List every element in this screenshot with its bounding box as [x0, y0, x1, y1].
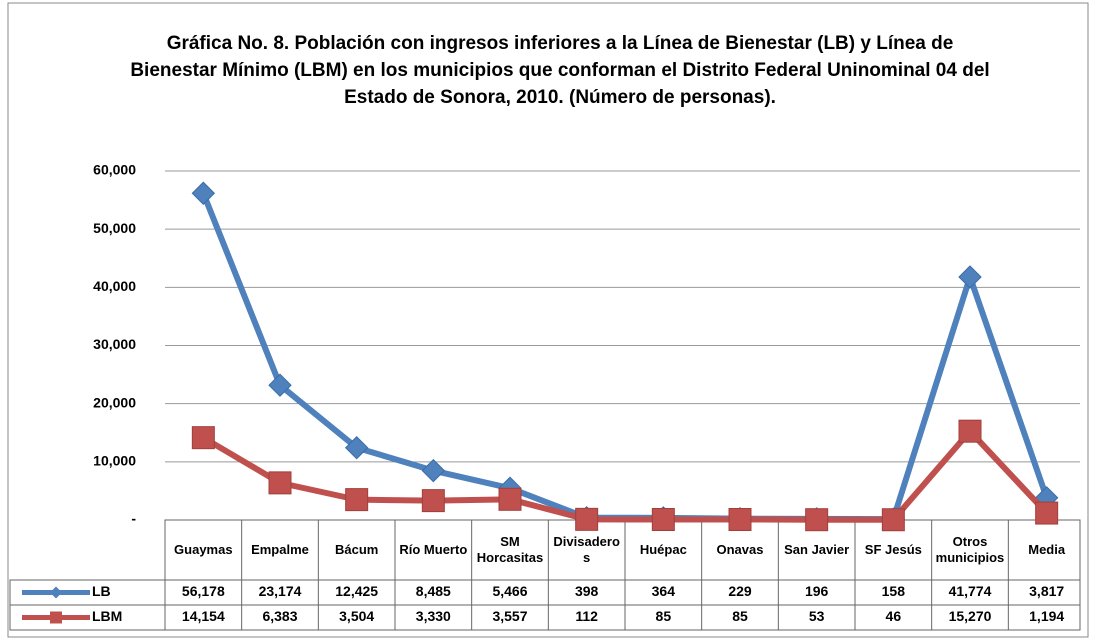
- marker: [191, 181, 216, 205]
- table-value: 6,383: [262, 608, 297, 624]
- marker: [344, 436, 369, 460]
- marker: [498, 487, 522, 511]
- table-value: 53: [809, 608, 825, 624]
- table-value: 8,485: [416, 583, 451, 599]
- category-cell: Guaymas: [174, 542, 233, 557]
- x-tick-label: SF Jesús: [864, 542, 922, 557]
- table-value: 112: [575, 608, 598, 624]
- legend-marker: [50, 586, 62, 599]
- category-cell: SM Horcasitas: [476, 534, 544, 565]
- legend-marker: [50, 611, 62, 624]
- table-value: 15,270: [949, 608, 992, 624]
- table-value: 5,466: [492, 583, 527, 599]
- table-value: 3,817: [1029, 583, 1064, 599]
- table-value: 46: [886, 608, 902, 624]
- category-cell: Divisaderos: [553, 534, 620, 565]
- table-value: 158: [882, 583, 906, 599]
- marker: [421, 489, 445, 513]
- x-tick-label: Empalme: [251, 542, 309, 557]
- table-value: 41,774: [949, 583, 992, 599]
- table-value: 196: [805, 583, 829, 599]
- category-cell: San Javier: [784, 542, 850, 557]
- y-tick-label: 20,000: [93, 394, 136, 410]
- table-value: 364: [652, 583, 676, 599]
- x-tick-label: San Javier: [784, 542, 850, 557]
- marker: [421, 458, 446, 483]
- x-tick-label: Guaymas: [174, 542, 233, 557]
- category-cell: Huépac: [639, 542, 687, 557]
- y-tick-label: 50,000: [93, 220, 136, 236]
- table-value: 229: [728, 583, 752, 599]
- y-tick-label: 30,000: [93, 336, 136, 352]
- marker: [268, 471, 292, 495]
- y-tick-label: -: [131, 511, 136, 527]
- y-tick-label: 40,000: [93, 278, 136, 294]
- category-cell: Río Muerto: [399, 542, 468, 557]
- table-value: 85: [656, 608, 672, 624]
- table-value: 14,154: [182, 608, 225, 624]
- table-value: 398: [575, 583, 599, 599]
- marker: [268, 373, 292, 397]
- category-cell: SF Jesús: [864, 542, 922, 557]
- x-tick-label: Huépac: [639, 542, 687, 557]
- x-tick-label: Río Muerto: [399, 542, 468, 557]
- marker: [881, 508, 905, 532]
- x-tick-label: Onavas: [716, 542, 764, 557]
- category-cell: Bácum: [334, 542, 379, 557]
- category-cell: Media: [1028, 542, 1066, 557]
- category-cell: Otros municipios: [935, 534, 1005, 565]
- x-tick-label: Media: [1028, 542, 1066, 557]
- legend-label: LB: [92, 583, 111, 599]
- table-value: 3,557: [492, 608, 527, 624]
- table-value: 56,178: [182, 583, 225, 599]
- table-value: 85: [732, 608, 748, 624]
- x-tick-label: SM Horcasitas: [476, 534, 544, 565]
- marker: [191, 426, 215, 450]
- marker: [805, 508, 829, 532]
- y-tick-label: 10,000: [93, 453, 136, 469]
- y-tick-label: 60,000: [93, 162, 136, 178]
- category-cell: Empalme: [251, 542, 309, 557]
- x-tick-label: Divisaderos: [553, 534, 620, 565]
- title-box: Gráfica No. 8. Población con ingresos in…: [130, 33, 990, 108]
- chart-title: Gráfica No. 8. Población con ingresos in…: [130, 33, 990, 108]
- marker: [1035, 501, 1059, 525]
- legend-label: LBM: [92, 608, 122, 624]
- table-value: 23,174: [259, 583, 302, 599]
- marker: [728, 508, 752, 532]
- x-tick-label: Otros municipios: [935, 534, 1005, 565]
- table-value: 3,330: [416, 608, 451, 624]
- table-value: 1,194: [1029, 608, 1064, 624]
- marker: [575, 507, 599, 531]
- table-value: 12,425: [335, 583, 378, 599]
- x-tick-label: Bácum: [334, 542, 379, 557]
- marker: [651, 508, 675, 532]
- marker: [958, 419, 982, 443]
- marker: [345, 488, 369, 512]
- category-cell: Onavas: [716, 542, 764, 557]
- table-value: 3,504: [339, 608, 374, 624]
- marker: [958, 265, 982, 289]
- series-line: [201, 428, 1049, 523]
